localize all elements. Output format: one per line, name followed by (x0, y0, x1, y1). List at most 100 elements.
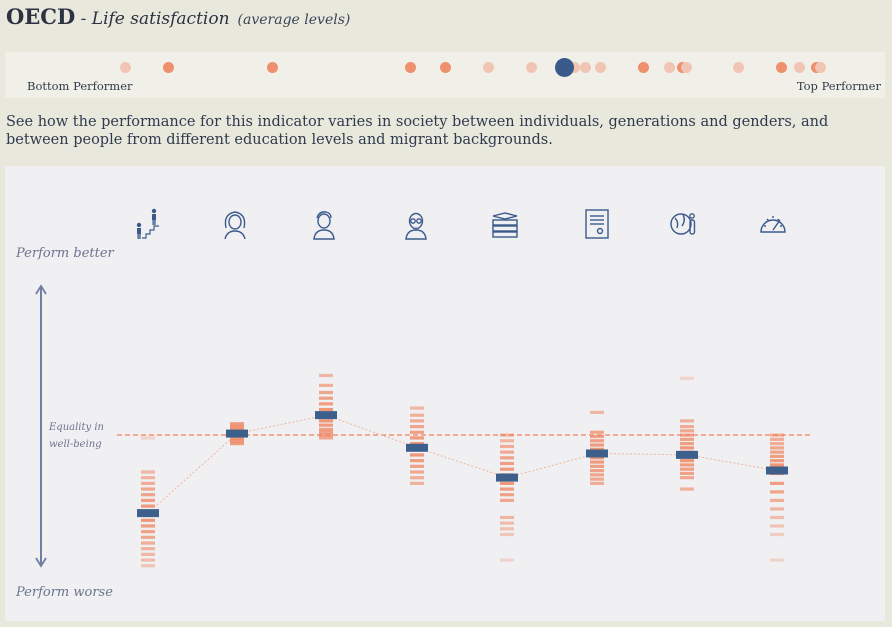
distribution-tick (590, 410, 604, 414)
mean-connector (147, 414, 778, 514)
distribution-tick (141, 481, 155, 485)
country-dot[interactable] (119, 61, 131, 73)
distribution-tick (319, 373, 333, 378)
distribution-tick (590, 473, 604, 477)
country-dot[interactable] (404, 61, 416, 73)
distribution-tick (590, 443, 604, 447)
woman-icon[interactable] (220, 208, 250, 240)
inequality-chart-panel: Perform better Perform worse Equality in… (5, 166, 885, 621)
distribution-tick (680, 429, 694, 433)
distribution-tick (500, 498, 514, 503)
distribution-tick (410, 459, 424, 463)
distribution-tick (230, 436, 244, 440)
distribution-tick (680, 433, 694, 437)
top-performer-label: Top Performer (796, 79, 881, 93)
distribution-tick (500, 439, 514, 443)
perform-better-label: Perform better (16, 246, 114, 261)
group-mean-marker (766, 466, 788, 475)
distribution-tick (500, 461, 514, 466)
gauge-icon[interactable] (758, 208, 788, 240)
distribution-tick (770, 490, 784, 494)
distribution-tick (319, 383, 333, 387)
perform-worse-label: Perform worse (16, 585, 113, 600)
diploma-icon[interactable] (582, 208, 612, 240)
distribution-tick (770, 433, 784, 437)
distribution-tick (319, 407, 333, 412)
distribution-tick (141, 470, 155, 474)
distribution-tick (500, 433, 514, 437)
inequality-icon[interactable] (132, 208, 162, 240)
distribution-tick (141, 476, 155, 480)
country-dot[interactable] (266, 61, 278, 73)
country-dot[interactable] (733, 61, 745, 73)
country-dot[interactable] (482, 61, 494, 73)
distribution-tick (680, 487, 694, 491)
axis-arrow-down (35, 557, 47, 568)
country-dot[interactable] (681, 61, 693, 73)
distribution-tick (230, 439, 244, 443)
indicator-subtitle: (average levels) (237, 12, 351, 28)
country-dot[interactable] (580, 61, 592, 73)
distribution-tick (590, 464, 604, 468)
distribution-tick (770, 454, 784, 458)
distribution-tick (141, 493, 155, 497)
distribution-tick (770, 446, 784, 450)
group-mean-marker (315, 411, 337, 420)
distribution-tick (319, 430, 333, 434)
distribution-tick (410, 442, 424, 446)
country-dot[interactable] (525, 61, 537, 73)
equality-label: Equality in well-being (49, 422, 104, 450)
inequality-chart (35, 284, 810, 568)
distribution-tick (770, 532, 784, 537)
distribution-tick (770, 524, 784, 528)
country-dot[interactable] (569, 61, 581, 73)
distribution-tick (410, 481, 424, 485)
distribution-tick (770, 437, 784, 441)
distribution-tick (500, 467, 514, 471)
elderly-icon[interactable] (401, 208, 431, 240)
group-mean-marker (226, 429, 248, 438)
distribution-tick (500, 558, 514, 562)
distribution-tick (319, 402, 333, 406)
books-icon[interactable] (490, 208, 520, 240)
country-dot[interactable] (595, 61, 607, 73)
distribution-tick (230, 442, 244, 446)
distribution-tick (141, 558, 155, 562)
distribution-tick (770, 558, 784, 562)
distribution-tick (590, 447, 604, 451)
distribution-tick (141, 436, 155, 440)
axis-arrow-up (35, 284, 47, 295)
country-dot[interactable] (638, 61, 650, 73)
distribution-tick (770, 507, 784, 511)
group-mean-marker (496, 473, 518, 482)
indicator-name: - Life satisfaction (75, 9, 230, 29)
distribution-tick (500, 487, 514, 491)
country-dot[interactable] (664, 61, 676, 73)
distribution-tick (680, 437, 694, 441)
distribution-tick (410, 436, 424, 440)
migrant-icon[interactable] (669, 208, 699, 240)
country-dot[interactable] (163, 61, 175, 73)
distribution-tick (500, 515, 514, 520)
distribution-tick (410, 470, 424, 474)
distribution-tick (680, 424, 694, 429)
distribution-tick (770, 450, 784, 454)
distribution-tick (680, 476, 694, 480)
distribution-tick (230, 427, 244, 432)
distribution-tick (230, 424, 244, 429)
country-dot[interactable] (793, 61, 805, 73)
young-man-icon[interactable] (309, 208, 339, 240)
country-dot[interactable] (439, 61, 451, 73)
distribution-tick (770, 463, 784, 467)
country-dot[interactable] (815, 61, 827, 73)
distribution-tick (141, 504, 155, 508)
distribution-tick (141, 535, 155, 539)
org-name: OECD (6, 4, 76, 29)
bottom-performer-label: Bottom Performer (27, 79, 133, 93)
distribution-tick (680, 446, 694, 450)
selected-country-dot[interactable] (554, 57, 574, 77)
distribution-tick (680, 459, 694, 463)
country-dot[interactable] (776, 61, 788, 73)
distribution-tick (500, 450, 514, 454)
distribution-tick (500, 527, 514, 531)
